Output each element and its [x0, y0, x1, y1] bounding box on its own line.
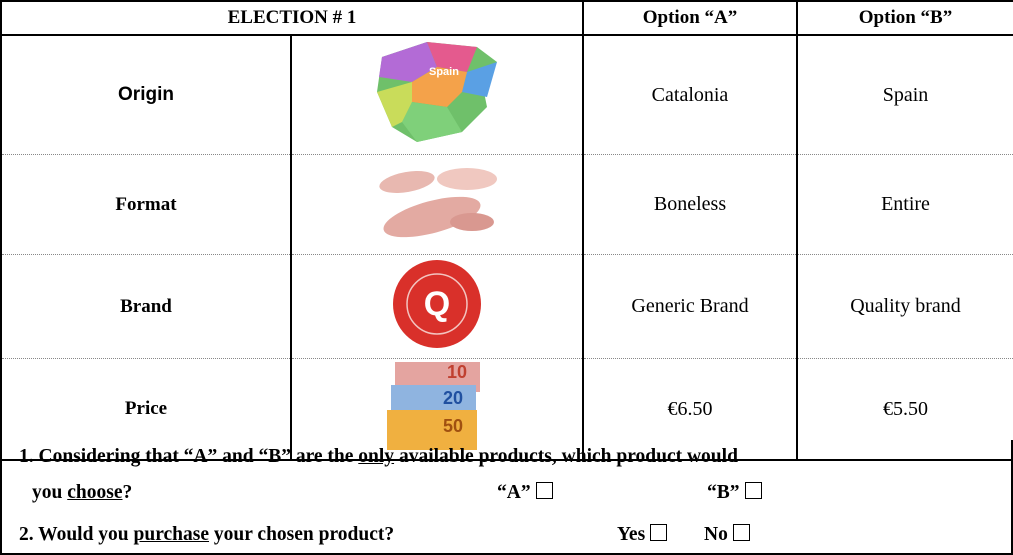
choice[interactable]: “A”	[497, 482, 553, 504]
text: 1. Considering that “A” and “B” are the	[19, 446, 359, 467]
checkbox[interactable]	[650, 524, 668, 541]
attribute: Price	[0, 358, 292, 461]
seal-image: Q	[393, 260, 481, 348]
text: only	[358, 446, 395, 467]
image-cell: 10 20 50	[290, 358, 584, 461]
option-b: €5.50	[796, 358, 1013, 461]
banknotes-image: 10 20 50	[387, 362, 480, 450]
text: 2. Would you	[19, 524, 134, 545]
header-cell: ELECTION # 1	[0, 0, 584, 36]
questions: 1. Considering that “A” and “B” are the …	[0, 440, 1013, 555]
question-line: 1. Considering that “A” and “B” are the …	[19, 446, 738, 468]
text: your chosen product?	[209, 524, 395, 545]
option-b: Quality brand	[796, 254, 1013, 359]
choice[interactable]: Yes	[617, 524, 668, 546]
header-cell: Option “A”	[582, 0, 798, 36]
text: ?	[122, 482, 133, 503]
option-b: Spain	[796, 35, 1013, 155]
image-cell: Spain	[290, 35, 584, 155]
header-cell: Option “B”	[796, 0, 1013, 36]
row: Brand Q Generic Brand Quality brand	[0, 254, 1013, 359]
choice-label: Yes	[617, 524, 646, 545]
image-label: 50	[443, 416, 463, 436]
attribute: Format	[0, 154, 292, 255]
row: Origin Spain Catalonia Spain	[0, 35, 1013, 155]
attribute: Origin	[0, 35, 292, 155]
choice[interactable]: No	[704, 524, 750, 546]
row: Price 10 20 50 €6.50 €5.50	[0, 358, 1013, 461]
choice[interactable]: “B”	[707, 482, 762, 504]
checkbox[interactable]	[535, 482, 553, 499]
image-cell	[290, 154, 584, 255]
image-label: Spain	[429, 66, 459, 78]
text: choose	[67, 482, 123, 503]
text: you	[32, 482, 68, 503]
option-b: Entire	[796, 154, 1013, 255]
question-line: 2. Would you purchase your chosen produc…	[19, 524, 394, 546]
attribute: Brand	[0, 254, 292, 359]
checkbox[interactable]	[744, 482, 762, 499]
choice-label: “A”	[497, 482, 531, 503]
question-line: you choose?	[32, 482, 132, 504]
image-cell: Q	[290, 254, 584, 359]
choice-table: ELECTION # 1 Option “A” Option “B” Origi…	[0, 0, 1013, 461]
option-a: Boneless	[582, 154, 798, 255]
text: available products, which product would	[394, 446, 738, 467]
choice-label: “B”	[707, 482, 740, 503]
choice-label: No	[704, 524, 728, 545]
text: purchase	[133, 524, 210, 545]
row: Format Boneless Entire	[0, 154, 1013, 255]
option-a: €6.50	[582, 358, 798, 461]
image-label: 20	[443, 388, 463, 408]
option-a: Catalonia	[582, 35, 798, 155]
checkbox[interactable]	[732, 524, 750, 541]
header-row: ELECTION # 1 Option “A” Option “B”	[0, 0, 1013, 36]
meat-image	[379, 167, 497, 237]
image-label: Q	[424, 285, 450, 323]
option-a: Generic Brand	[582, 254, 798, 359]
map-image: Spain	[377, 42, 497, 142]
image-label: 10	[447, 362, 467, 382]
